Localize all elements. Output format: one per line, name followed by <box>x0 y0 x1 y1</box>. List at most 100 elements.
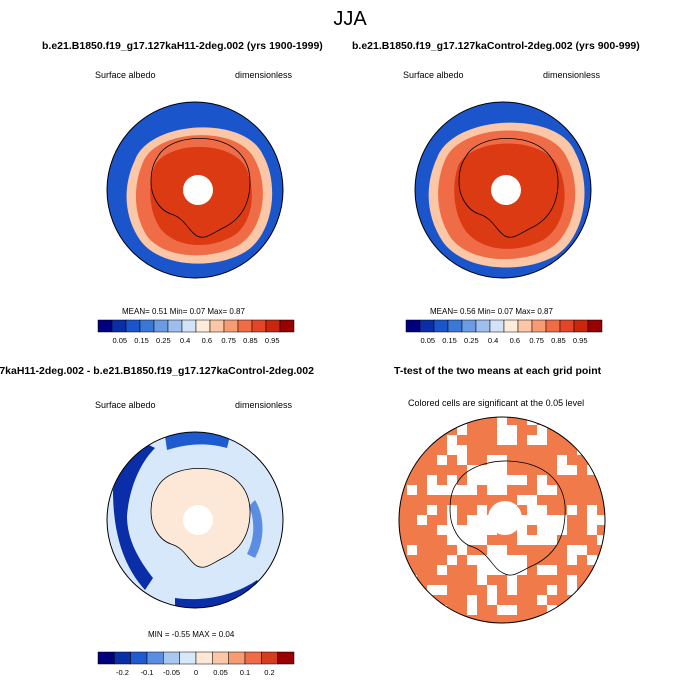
colorbar-swatch <box>209 319 225 333</box>
strong-negative-band-north <box>165 432 230 450</box>
panel-3-colorbar <box>97 651 295 665</box>
non-significant-cell <box>497 417 507 425</box>
colorbar-swatch <box>277 651 295 665</box>
non-significant-cell <box>537 535 547 545</box>
non-significant-cell <box>447 485 457 495</box>
antarctica-coastline <box>449 460 566 576</box>
non-significant-cell <box>557 515 567 525</box>
colorbar-swatch <box>114 651 131 665</box>
non-significant-cell <box>427 485 437 495</box>
non-significant-cell <box>457 545 467 555</box>
colorbar-swatch <box>163 651 180 665</box>
non-significant-cell <box>447 535 457 545</box>
colorbar-swatch <box>179 651 197 665</box>
non-significant-cell <box>557 465 567 475</box>
colorbar-tick-label: 0.95 <box>572 336 588 345</box>
colorbar-tick-label: 0.4 <box>487 336 499 345</box>
non-significant-cell <box>447 505 457 515</box>
colorbar-swatch <box>489 319 505 333</box>
colorbar-swatch <box>228 651 246 665</box>
pole-hole <box>488 501 522 535</box>
non-significant-cell <box>537 595 547 605</box>
non-significant-cell <box>527 505 537 515</box>
non-significant-cell <box>497 455 507 465</box>
non-significant-cell <box>399 435 407 445</box>
non-significant-cell <box>507 565 517 575</box>
colorbar-tick-label: -0.2 <box>116 668 129 677</box>
non-significant-cell <box>567 465 577 475</box>
non-significant-cell <box>587 525 597 535</box>
antarctica-coastline <box>150 468 251 568</box>
non-significant-cell <box>467 535 477 545</box>
non-significant-cell <box>467 595 477 605</box>
non-significant-cell <box>487 545 497 555</box>
non-significant-cell <box>447 475 457 485</box>
non-significant-cell <box>447 555 457 565</box>
non-significant-cell <box>517 565 527 575</box>
colorbar-swatch <box>237 319 253 333</box>
non-significant-cell <box>597 515 605 525</box>
non-significant-cell <box>467 525 477 535</box>
non-significant-cell <box>527 535 537 545</box>
colorbar-swatch <box>475 319 491 333</box>
colorbar-swatch <box>251 319 267 333</box>
non-significant-cell <box>477 555 487 565</box>
pole-hole <box>491 175 521 205</box>
negative-band-east <box>247 500 263 558</box>
colorbar-tick-label: 0.1 <box>239 668 251 677</box>
non-significant-cell <box>487 465 497 475</box>
panel-4-subtitle: Colored cells are significant at the 0.0… <box>408 398 585 408</box>
colorbar-tick-label: 0.05 <box>420 336 436 345</box>
non-significant-cell <box>507 475 517 485</box>
non-significant-cell <box>497 485 507 495</box>
non-significant-cell <box>407 545 417 555</box>
non-significant-cell <box>577 545 587 555</box>
non-significant-cell <box>457 525 467 535</box>
non-significant-cell <box>399 425 407 435</box>
panel-2-title: b.e21.B1850.f19_g17.127kaControl-2deg.00… <box>352 40 640 52</box>
colorbar-tick-label: -0.05 <box>162 668 181 677</box>
colorbar-swatch <box>279 319 295 333</box>
panel-3-polar-map <box>106 431 284 609</box>
non-significant-cell <box>567 575 577 585</box>
non-significant-cell <box>497 465 507 475</box>
panel-4-title: T-test of the two means at each grid poi… <box>394 365 602 377</box>
non-significant-cell <box>497 545 507 555</box>
non-significant-cell <box>467 515 477 525</box>
non-significant-cell <box>457 425 467 435</box>
colorbar-tick-label: 0.25 <box>156 336 171 345</box>
colorbar-swatch <box>517 319 533 333</box>
non-significant-cell <box>517 535 527 545</box>
colorbar-tick-label: 0.75 <box>529 336 544 345</box>
non-significant-cell <box>497 555 507 565</box>
colorbar-swatch <box>503 319 519 333</box>
colorbar-swatch <box>167 319 183 333</box>
non-significant-cell <box>587 555 597 565</box>
non-significant-cell <box>577 615 587 623</box>
antarctica-coastline <box>150 138 251 238</box>
panel-3-left-label: Surface albedo <box>95 400 156 410</box>
non-significant-cell <box>547 515 557 525</box>
negative-band-south <box>175 580 263 608</box>
colorbar-tick-label: 0.4 <box>179 336 191 345</box>
non-significant-cell <box>537 525 547 535</box>
non-significant-cell <box>537 565 547 575</box>
panel-1-title: b.e21.B1850.f19_g17.127kaH11-2deg.002 (y… <box>42 40 323 52</box>
panel-1-stats: MEAN= 0.51 Min= 0.07 Max= 0.87 <box>122 307 245 316</box>
non-significant-cell <box>487 595 497 605</box>
panel-3-colorbar-labels: -0.2 -0.1 -0.05 0 0.05 0.1 0.2 <box>98 668 294 678</box>
colorbar-swatch <box>195 651 213 665</box>
colorbar-tick-label: 0.05 <box>213 668 228 677</box>
non-significant-cell <box>537 425 547 435</box>
non-significant-cell <box>547 525 557 535</box>
colorbar-swatch <box>419 319 435 333</box>
colorbar-swatch <box>545 319 561 333</box>
non-significant-cell <box>467 475 477 485</box>
non-significant-cell <box>487 455 497 465</box>
panel-1-right-label: dimensionless <box>235 70 293 80</box>
non-significant-cell <box>517 495 527 505</box>
non-significant-cell <box>507 575 517 585</box>
non-significant-cell <box>477 515 487 525</box>
non-significant-cell <box>487 525 497 535</box>
non-significant-cell <box>487 565 497 575</box>
